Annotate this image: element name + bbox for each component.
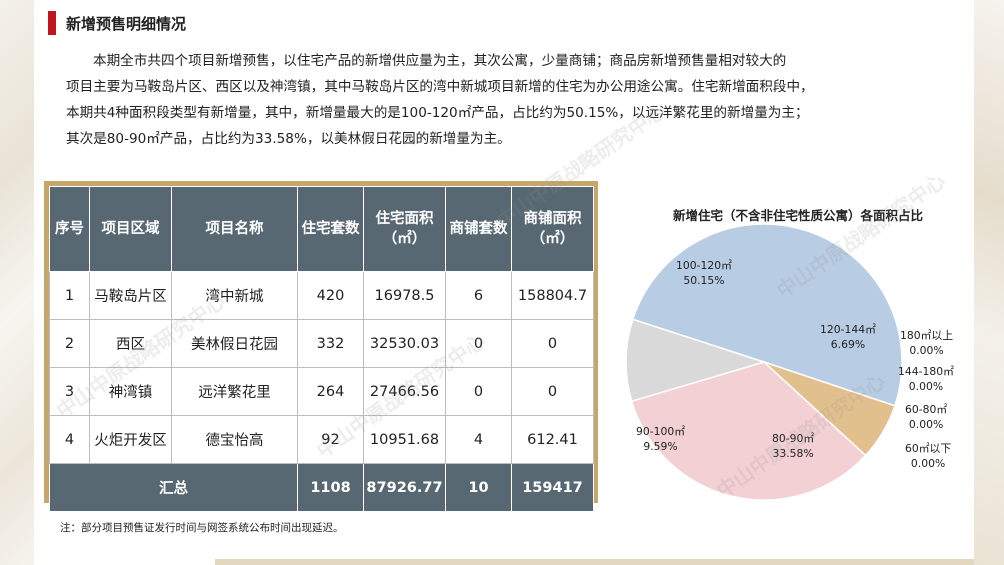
paragraph-line: 本期全市共四个项目新增预售，以住宅产品的新增供应量为主，其次公寓，少量商铺；商品…: [93, 53, 787, 69]
paragraph-line: 本期共4种面积段类型有新增量，其中，新增量最大的是100-120㎡产品，占比约为…: [66, 105, 809, 121]
footnote: 注：部分项目预售证发行时间与网签系统公布时间出现延迟。: [60, 522, 344, 534]
slice-label-120-144: 120-144㎡ 6.69%: [820, 322, 876, 352]
cell-shop-area: 158804.7: [511, 271, 594, 320]
cell-project: 德宝怡高: [171, 415, 298, 464]
slice-percent-text: 0.00%: [909, 344, 944, 357]
slice-percent-text: 0.00%: [908, 380, 944, 393]
cell-shop-area: 612.41: [511, 415, 594, 464]
table-row: 3 神湾镇 远洋繁花里 264 27466.56 0 0: [49, 367, 594, 416]
total-res-area: 87926.77: [363, 463, 446, 512]
chart-title: 新增住宅（不含非住宅性质公寓）各面积占比: [672, 208, 923, 223]
slice-label-80-90: 80-90㎡ 33.58%: [772, 431, 814, 461]
cell-res-area: 10951.68: [363, 415, 446, 464]
slice-label-180plus: 180㎡以上 0.00%: [900, 328, 953, 358]
cell-res-area: 32530.03: [363, 319, 446, 368]
cell-area: 马鞍岛片区: [89, 271, 172, 320]
slice-percent-text: 50.15%: [683, 274, 725, 287]
cell-res-area: 16978.5: [363, 271, 446, 320]
cell-shop-units: 0: [445, 319, 512, 368]
header-res-area: 住宅面积（㎡）: [363, 186, 446, 272]
slice-label-text: 100-120㎡: [676, 259, 732, 272]
cell-area: 火炬开发区: [89, 415, 172, 464]
slice-percent-text: 0.00%: [910, 457, 946, 470]
cell-index: 4: [49, 415, 90, 464]
slice-percent-text: 9.59%: [643, 440, 678, 453]
cell-index: 3: [49, 367, 90, 416]
slice-label-100-120: 100-120㎡ 50.15%: [676, 258, 732, 288]
slice-label-text: 180㎡以上: [900, 329, 953, 342]
cell-index: 1: [49, 271, 90, 320]
slice-label-90-100: 90-100㎡ 9.59%: [636, 424, 685, 454]
summary-paragraph: 本期全市共四个项目新增预售，以住宅产品的新增供应量为主，其次公寓，少量商铺；商品…: [66, 48, 946, 152]
slice-label-text: 90-100㎡: [636, 425, 686, 438]
cell-shop-area: 0: [511, 319, 594, 368]
slice-label-text: 120-144㎡: [820, 323, 876, 336]
slice-label-text: 60㎡以下: [905, 442, 952, 455]
table-header-row: 序号 项目区域 项目名称 住宅套数 住宅面积（㎡） 商铺套数 商铺面积（㎡）: [49, 186, 594, 272]
cell-project: 美林假日花园: [171, 319, 298, 368]
cell-project: 湾中新城: [171, 271, 298, 320]
slice-percent-text: 0.00%: [908, 418, 944, 431]
bottom-decoration: [215, 559, 974, 565]
cell-res-units: 332: [297, 319, 364, 368]
pie-slice-90-100㎡: [625, 318, 767, 403]
pie-slice-80-90㎡: [630, 361, 867, 501]
total-label: 汇总: [49, 463, 298, 512]
slice-percent-text: 6.69%: [830, 338, 866, 351]
cell-res-units: 420: [297, 271, 364, 320]
table-row: 4 火炬开发区 德宝怡高 92 10951.68 4 612.41: [49, 415, 594, 464]
title-accent-bar: [48, 11, 56, 35]
slice-label-60-80: 60-80㎡ 0.00%: [905, 402, 947, 432]
right-decoration: [974, 0, 1004, 565]
page-title: 新增预售明细情况: [66, 15, 187, 33]
cell-shop-units: 4: [445, 415, 512, 464]
paragraph-line: 其次是80-90㎡产品，占比约为33.58%，以美林假日花园的新增量为主。: [66, 131, 511, 147]
cell-res-units: 264: [297, 367, 364, 416]
paragraph-line: 项目主要为马鞍岛片区、西区以及神湾镇，其中马鞍岛片区的湾中新城项目新增的住宅为办…: [66, 79, 814, 95]
slice-label-text: 144-180㎡: [898, 365, 954, 378]
header-shop-units: 商铺套数: [445, 186, 512, 272]
total-shop-units: 10: [445, 463, 512, 512]
slice-label-144-180: 144-180㎡ 0.00%: [898, 364, 954, 394]
pie-slice-100-120㎡: [631, 223, 903, 407]
cell-area: 西区: [89, 319, 172, 368]
cell-project: 远洋繁花里: [171, 367, 298, 416]
total-shop-area: 159417: [511, 463, 594, 512]
slice-percent-text: 33.58%: [772, 447, 814, 460]
table-total-row: 汇总 1108 87926.77 10 159417: [49, 463, 594, 512]
left-decoration: [0, 0, 34, 565]
slice-label-text: 80-90㎡: [772, 432, 815, 445]
table-row: 1 马鞍岛片区 湾中新城 420 16978.5 6 158804.7: [49, 271, 594, 320]
header-shop-area: 商铺面积（㎡）: [511, 186, 594, 272]
presale-table: 序号 项目区域 项目名称 住宅套数 住宅面积（㎡） 商铺套数 商铺面积（㎡） 1…: [49, 186, 594, 512]
header-project: 项目名称: [171, 186, 298, 272]
slice-label-under60: 60㎡以下 0.00%: [905, 441, 951, 471]
header-res-units: 住宅套数: [297, 186, 364, 272]
cell-res-units: 92: [297, 415, 364, 464]
slice-label-text: 60-80㎡: [905, 403, 948, 416]
cell-shop-area: 0: [511, 367, 594, 416]
